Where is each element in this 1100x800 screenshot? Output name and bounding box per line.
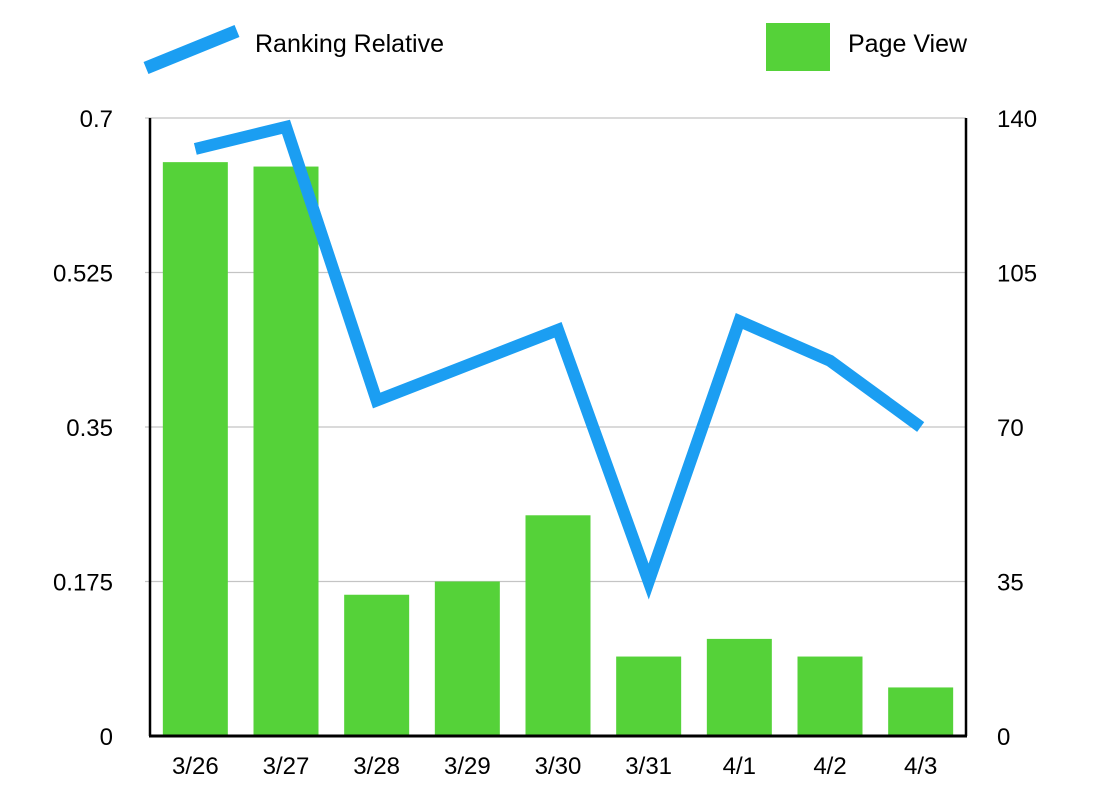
x-axis-category-label: 3/31 (625, 753, 672, 780)
bar-series (162, 162, 954, 737)
left-axis-tick-label: 0.7 (80, 106, 113, 133)
legend-bar-swatch-icon (766, 23, 830, 71)
right-axis-tick-label: 140 (997, 106, 1037, 133)
legend: Ranking Relative Page View (143, 23, 968, 75)
legend-bar-label: Page View (848, 30, 968, 58)
x-axis-category-label: 3/27 (263, 753, 310, 780)
axes (148, 118, 968, 738)
bar-4/2 (797, 656, 863, 736)
bar-3/30 (525, 515, 591, 736)
left-axis-tick-label: 0.525 (53, 261, 113, 288)
bar-3/29 (434, 581, 500, 736)
bar-3/27 (253, 166, 319, 737)
x-axis-category-label: 4/3 (904, 753, 937, 780)
x-axis-category-label: 3/28 (353, 753, 400, 780)
x-axis-category-label: 4/2 (813, 753, 846, 780)
left-axis-tick-label: 0.35 (66, 415, 113, 442)
x-axis-category-label: 4/1 (723, 753, 756, 780)
axis-labels: 0 0.175 0.35 0.525 0.7 0 35 70 105 140 3/26 3/27 3/2… (53, 106, 1037, 780)
right-axis-tick-label: 70 (997, 415, 1024, 442)
x-axis-category-label: 3/29 (444, 753, 491, 780)
bar-3/31 (616, 656, 682, 736)
bar-3/28 (344, 594, 410, 736)
x-axis-category-label: 3/30 (535, 753, 582, 780)
left-axis-tick-label: 0.175 (53, 570, 113, 597)
left-axis-tick-label: 0 (100, 724, 113, 751)
x-axis-category-label: 3/26 (172, 753, 219, 780)
bar-4/3 (888, 687, 954, 736)
right-axis-tick-label: 35 (997, 570, 1024, 597)
right-axis-tick-label: 105 (997, 261, 1037, 288)
legend-line-label: Ranking Relative (255, 30, 444, 58)
line-series (193, 119, 925, 600)
bar-3/26 (162, 162, 228, 737)
ranking-relative-line (193, 119, 925, 600)
bar-4/1 (706, 638, 772, 736)
right-axis-tick-label: 0 (997, 724, 1010, 751)
legend-line-swatch-icon (143, 24, 240, 75)
